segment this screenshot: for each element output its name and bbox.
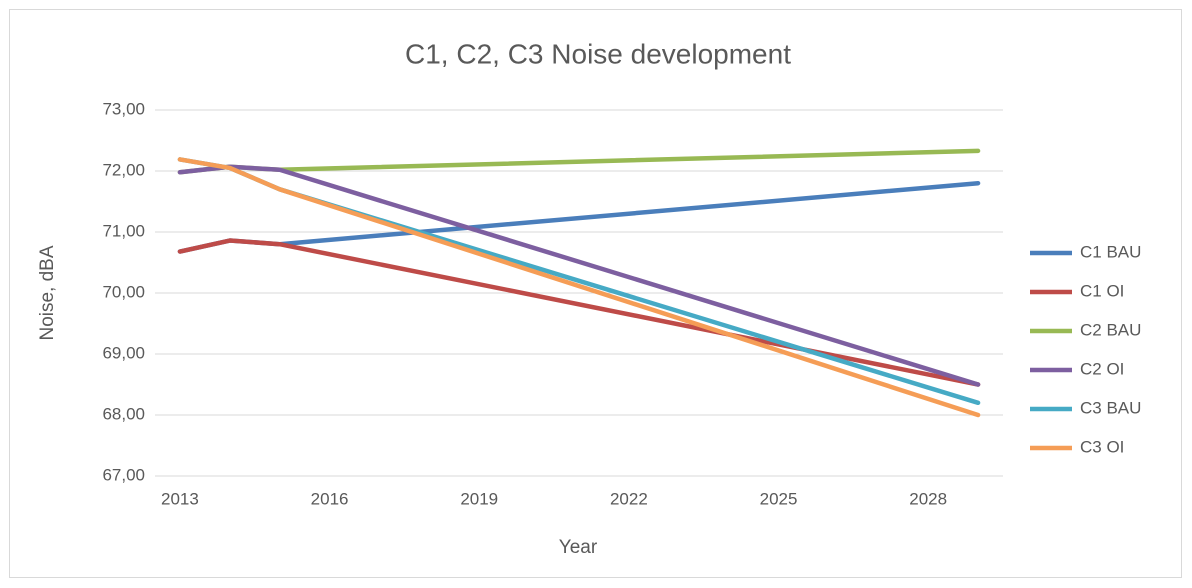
legend-label: C2 BAU <box>1080 320 1141 339</box>
legend-label: C1 BAU <box>1080 242 1141 261</box>
y-tick-label: 67,00 <box>102 465 145 484</box>
y-tick-label: 68,00 <box>102 404 145 423</box>
x-tick-label: 2022 <box>610 489 648 508</box>
chart-title: C1, C2, C3 Noise development <box>405 38 791 69</box>
y-tick-label: 72,00 <box>102 160 145 179</box>
legend-label: C2 OI <box>1080 359 1124 378</box>
y-tick-label: 70,00 <box>102 282 145 301</box>
series-line <box>177 157 981 418</box>
y-tick-label: 71,00 <box>102 221 145 240</box>
y-axis-label: Noise, dBA <box>37 245 58 340</box>
y-tick-label: 73,00 <box>102 99 145 118</box>
legend-label: C3 OI <box>1080 437 1124 456</box>
x-tick-label: 2016 <box>311 489 349 508</box>
legend-label: C1 OI <box>1080 281 1124 300</box>
x-tick-label: 2019 <box>460 489 498 508</box>
x-tick-label: 2013 <box>161 489 199 508</box>
series-line <box>177 238 981 387</box>
y-tick-label: 69,00 <box>102 343 145 362</box>
x-tick-label: 2028 <box>909 489 947 508</box>
x-tick-label: 2025 <box>760 489 798 508</box>
legend-label: C3 BAU <box>1080 398 1141 417</box>
x-axis-label: Year <box>559 537 598 558</box>
series-line <box>177 164 981 387</box>
